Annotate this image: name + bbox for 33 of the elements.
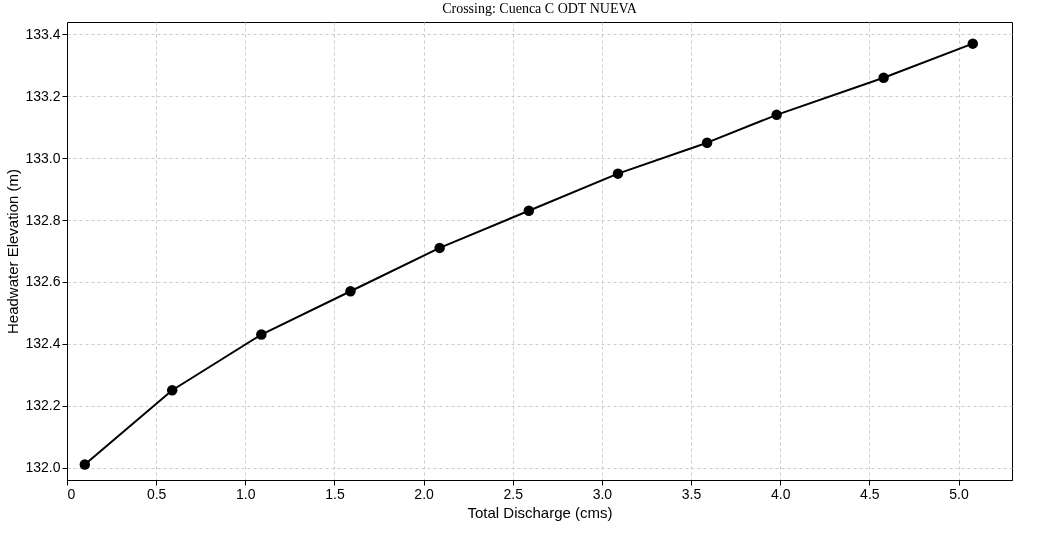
y-tick-label: 132.8 — [25, 211, 61, 228]
y-tick-label: 133.2 — [25, 87, 61, 104]
point — [256, 329, 267, 340]
y-tick-label: 133.4 — [25, 25, 61, 42]
x-tick-label: 1.0 — [236, 485, 256, 502]
x-tick-label: 3.5 — [681, 485, 702, 502]
y-tick-label: 132.2 — [25, 397, 61, 414]
point — [345, 286, 356, 297]
x-tick-label: 5.0 — [949, 485, 969, 502]
x-tick-label: 2.5 — [503, 485, 524, 502]
point — [967, 38, 979, 49]
point — [612, 168, 624, 179]
chart-title: Crossing: Cuenca C ODT NUEVA — [442, 1, 638, 16]
x-tick-label: 0.5 — [146, 485, 167, 502]
y-tick-label: 132.6 — [25, 273, 61, 290]
x-axis-title: Total Discharge (cms) — [467, 503, 613, 521]
y-tick-label: 132.4 — [25, 335, 61, 352]
x-tick-label: 1.5 — [325, 485, 345, 502]
point — [771, 109, 782, 121]
point — [701, 137, 713, 148]
y-tick-label: 132.0 — [25, 459, 61, 476]
x-tick-label: 4.0 — [770, 485, 791, 502]
point — [79, 459, 91, 470]
x-tick-label: 2.0 — [414, 485, 435, 502]
x-tick-label: 3.0 — [592, 485, 613, 502]
x-tick-label: 0 — [67, 485, 76, 502]
y-axis-title: Headwater Elevation (m) — [4, 168, 22, 335]
point — [878, 72, 889, 83]
y-tick-label: 133.0 — [25, 149, 61, 166]
point — [166, 385, 178, 396]
x-tick-label: 4.5 — [860, 485, 880, 502]
point — [523, 205, 535, 216]
point — [434, 242, 445, 254]
